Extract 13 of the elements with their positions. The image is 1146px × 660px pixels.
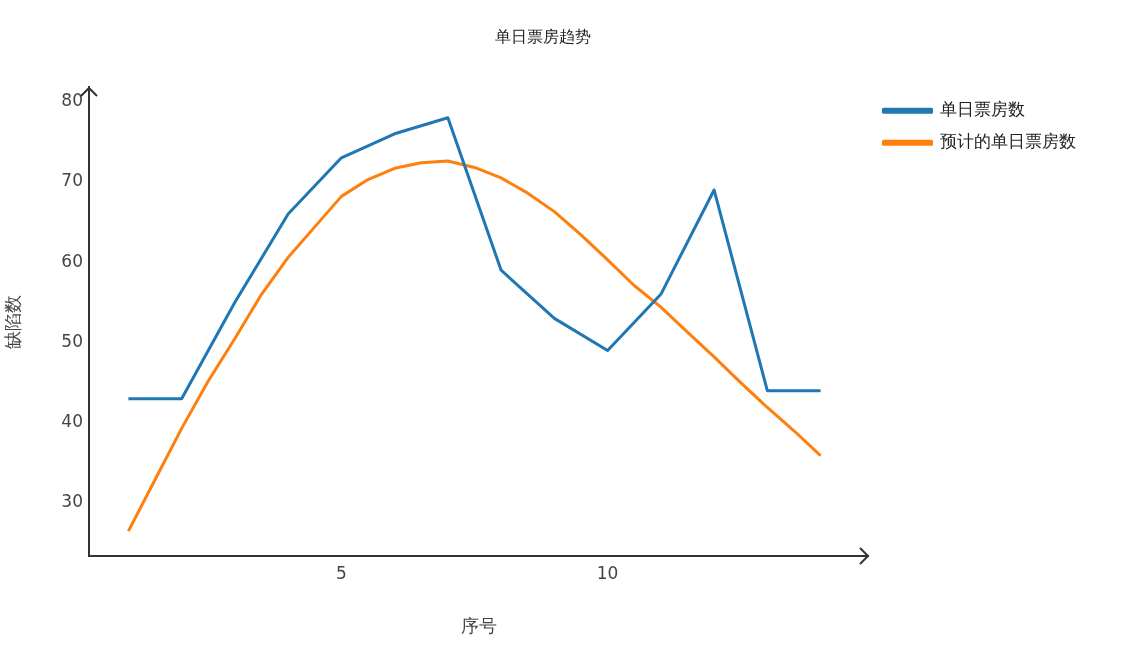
y-tick-label: 30 [61, 491, 83, 512]
legend-label: 预计的单日票房数 [940, 131, 1076, 152]
y-axis-title: 缺陷数 [2, 294, 24, 349]
y-tick-label: 50 [61, 330, 83, 351]
x-tick-label: 5 [335, 562, 347, 583]
x-tick-label: 10 [596, 562, 619, 583]
y-tick-label: 80 [61, 90, 83, 111]
legend-label: 单日票房数 [940, 99, 1025, 120]
y-tick-label: 40 [61, 411, 83, 432]
x-axis-title: 序号 [460, 614, 497, 636]
y-tick-label: 60 [61, 250, 83, 271]
y-tick-label: 70 [61, 170, 83, 191]
chart-title: 单日票房趋势 [495, 26, 591, 46]
